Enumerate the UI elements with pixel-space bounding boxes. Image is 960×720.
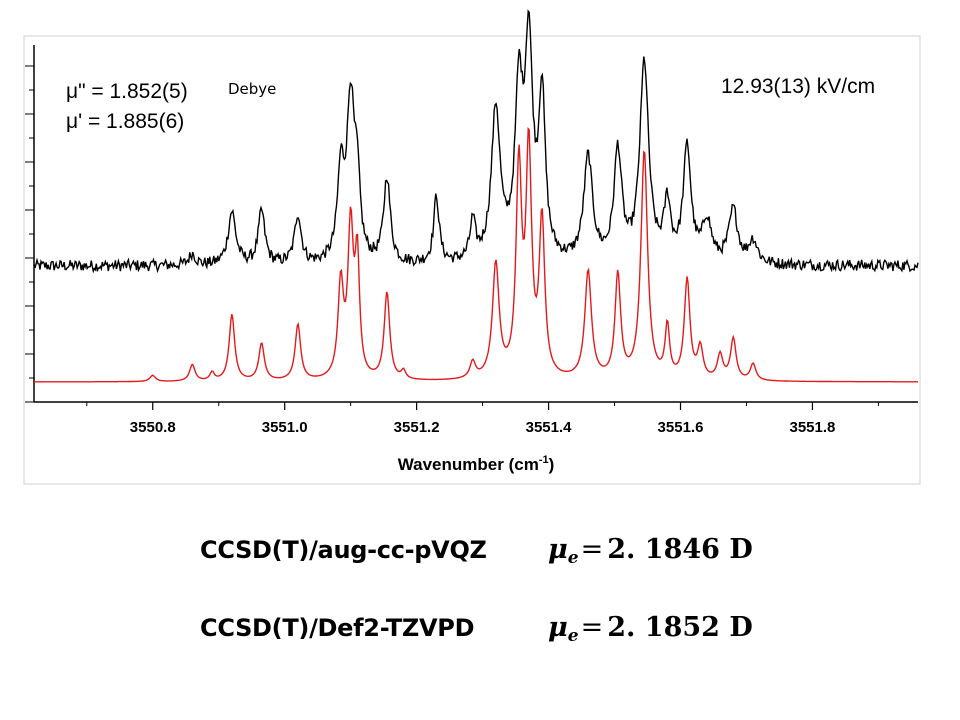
dipole-value-2: μe= 2. 1852 D [548,612,753,646]
x-axis-label: Wavenumber (cm-1) [398,454,555,474]
dipole-number: 2. 1852 D [607,612,753,643]
method-label: CCSD(T)/Def2-TZVPD [200,614,475,642]
result-row-2: CCSD(T)/Def2-TZVPD μe= 2. 1852 D [0,608,960,658]
x-tick-label: 3551.8 [790,419,836,436]
spectrum-chart: 3550.8 3551.0 3551.2 3551.4 3551.6 3551.8 Wave… [23,9,921,485]
equals-sign: = [580,534,604,565]
x-tick-label: 3550.8 [130,419,176,436]
dipole-value-1: μe= 2. 1846 D [548,534,753,568]
simulated-spectrum-line [34,126,918,383]
experimental-spectrum-line [33,9,919,274]
annotation-mu-prime: μ' = 1.885(6) [66,110,184,133]
mu-subscript: e [567,626,579,646]
x-tick-label: 3551.2 [394,419,440,436]
chart-frame [23,35,921,485]
method-label: CCSD(T)/aug-cc-pVQZ [200,536,487,564]
x-tick-label: 3551.6 [658,419,704,436]
equals-sign: = [580,612,604,643]
dipole-number: 2. 1846 D [607,534,753,565]
annotation-unit: Debye [228,80,276,98]
mu-symbol: μ [548,534,568,565]
mu-symbol: μ [548,612,568,643]
annotation-mu-double-prime: μ" = 1.852(5) [66,80,188,103]
chart-svg: 3550.8 3551.0 3551.2 3551.4 3551.6 3551.8 Wave… [23,9,921,485]
mu-subscript: e [567,548,579,568]
x-tick-label: 3551.0 [262,419,308,436]
result-row-1: CCSD(T)/aug-cc-pVQZ μe= 2. 1846 D [0,530,960,580]
x-tick-label: 3551.4 [526,419,573,436]
annotation-field: 12.93(13) kV/cm [721,75,875,98]
